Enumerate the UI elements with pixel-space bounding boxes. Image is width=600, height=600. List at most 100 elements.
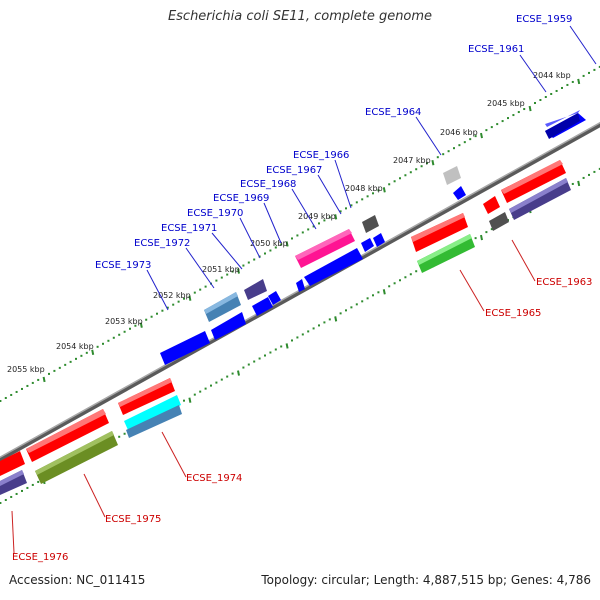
gene-label[interactable]: ECSE_1971	[161, 223, 217, 234]
track-dot	[48, 372, 50, 375]
track-dot	[80, 354, 83, 357]
track-dot	[598, 167, 600, 170]
track-tick	[188, 295, 192, 301]
track-tick	[139, 322, 143, 328]
track-dot	[253, 360, 256, 363]
gene-ECSE_1967[interactable]	[361, 233, 385, 252]
gene-ECSE_1963[interactable]	[489, 178, 571, 231]
track-dot	[388, 183, 391, 186]
track-dot	[550, 92, 553, 95]
track-tick	[382, 289, 386, 295]
gene-label[interactable]: ECSE_1974	[186, 473, 242, 484]
gene-ECSE_1971[interactable]	[252, 297, 273, 316]
track-dot	[345, 207, 347, 210]
track-dot	[242, 366, 245, 369]
gene-ECSE_1965[interactable]	[411, 213, 475, 273]
track-tick	[480, 234, 483, 241]
track-dot	[404, 276, 407, 279]
gene-ECSE_1962[interactable]	[483, 160, 566, 214]
track-dot	[177, 300, 180, 303]
track-dot	[307, 330, 310, 333]
track-dot	[350, 204, 353, 207]
track-tick	[42, 376, 46, 383]
gene-label[interactable]: ECSE_1964	[365, 107, 421, 118]
kbp-label: 2045 kbp	[487, 99, 525, 108]
track-dot	[75, 357, 77, 360]
track-dot	[31, 483, 34, 486]
track-dot	[172, 303, 175, 306]
gene-ECSE_1959[interactable]	[545, 110, 586, 139]
track-dot	[204, 285, 207, 288]
gene-label[interactable]: ECSE_1959	[516, 14, 572, 25]
track-dot	[291, 237, 293, 240]
track-dot	[107, 339, 110, 342]
gene-label[interactable]: ECSE_1970	[187, 208, 243, 219]
gene-label[interactable]: ECSE_1968	[240, 179, 296, 190]
track-dot	[264, 252, 266, 255]
track-dot	[501, 120, 504, 123]
track-dot	[26, 486, 29, 489]
gene-ECSE_1975[interactable]	[26, 409, 118, 484]
track-dot	[193, 393, 196, 396]
gene-ECSE_1964[interactable]	[443, 166, 466, 200]
gene-label[interactable]: ECSE_1966	[293, 150, 349, 161]
track-dot	[96, 345, 99, 348]
track-dot	[593, 68, 596, 71]
track-dot	[582, 176, 585, 179]
track-dot	[183, 297, 185, 300]
gene-ECSE_1970[interactable]	[244, 279, 281, 305]
track-dot	[566, 83, 569, 86]
track-dot	[490, 126, 493, 129]
track-dot	[318, 324, 320, 327]
gene-ECSE_1969[interactable]	[296, 248, 363, 292]
gene-ECSE_1966[interactable]	[362, 215, 379, 233]
track-dot	[231, 372, 234, 375]
gene-ECSE_1976[interactable]	[0, 451, 27, 495]
gene-ECSE_1968[interactable]	[295, 229, 355, 268]
gene-label[interactable]: ECSE_1973	[95, 260, 151, 271]
track-dot	[231, 270, 234, 273]
track-dot	[366, 297, 369, 300]
gene-label[interactable]: ECSE_1961	[468, 44, 524, 55]
track-dot	[490, 228, 493, 231]
track-dot	[0, 501, 2, 504]
gene-ECSE_1974[interactable]	[118, 378, 182, 438]
gene-label[interactable]: ECSE_1976	[12, 552, 68, 563]
gene-ECSE_1972[interactable]	[204, 292, 241, 322]
track-tick	[91, 349, 95, 356]
gene-label[interactable]: ECSE_1965	[485, 308, 541, 319]
track-dot	[539, 99, 542, 102]
gene-label[interactable]: ECSE_1967	[266, 165, 322, 176]
track-dot	[350, 306, 353, 309]
gene-label[interactable]: ECSE_1969	[213, 193, 269, 204]
track-dot	[123, 432, 126, 435]
track-dot	[474, 135, 477, 138]
track-dot	[85, 351, 88, 354]
track-dot	[269, 249, 272, 252]
track-dot	[102, 342, 104, 345]
gene-ECSE_1973[interactable]	[160, 312, 246, 365]
gene-label[interactable]: ECSE_1963	[536, 277, 592, 288]
track-dot	[415, 168, 418, 171]
track-dot	[555, 89, 558, 92]
track-dot	[561, 86, 563, 89]
track-dot	[447, 150, 450, 153]
track-dot	[485, 231, 488, 234]
track-dot	[226, 375, 229, 378]
topology-text: Topology: circular; Length: 4,887,515 bp…	[261, 573, 591, 587]
track-dot	[571, 182, 574, 185]
track-dot	[53, 369, 56, 372]
track-dot	[388, 285, 391, 288]
track-tick	[431, 160, 435, 166]
track-dot	[69, 360, 72, 363]
track-dot	[588, 173, 590, 176]
gene-label[interactable]: ECSE_1975	[105, 514, 161, 525]
track-dot	[4, 498, 7, 501]
track-dot	[10, 393, 13, 396]
track-dot	[598, 65, 600, 68]
track-dot	[247, 363, 250, 366]
gene-label[interactable]: ECSE_1972	[134, 238, 190, 249]
track-dot	[226, 273, 229, 276]
